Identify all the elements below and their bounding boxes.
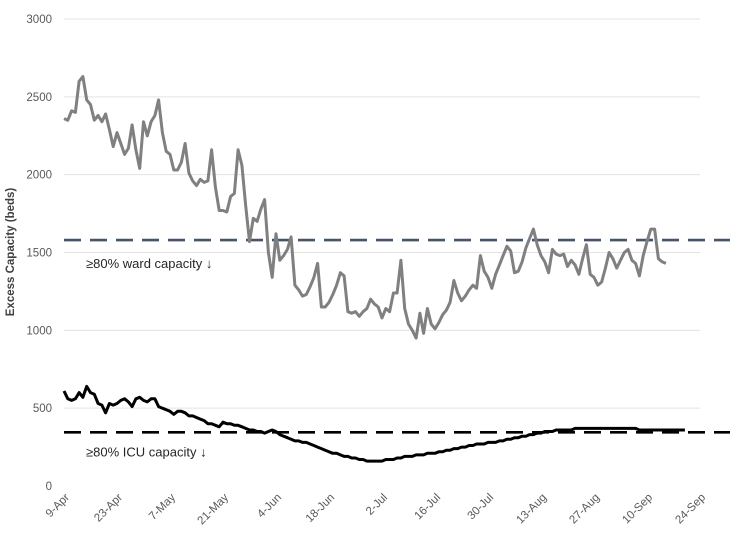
icu-threshold-annotation: ≥80% ICU capacity ↓: [86, 444, 207, 459]
y-tick-label: 3000: [26, 14, 52, 26]
ward-capacity-series: [63, 75, 667, 340]
x-tick-label: 16-Jul: [412, 492, 443, 523]
x-tick-label: 2-Jul: [364, 492, 390, 518]
x-tick-labels: 9-Apr 23-Apr 7-May 21-May 4-Jun 18-Jun 2-Jul 16…: [44, 491, 708, 527]
x-tick-label: 9-Apr: [44, 492, 72, 520]
x-tick-label: 7-May: [147, 491, 178, 522]
x-tick-label: 21-May: [196, 491, 232, 527]
icu-capacity-series: [62, 384, 685, 463]
y-tick-label: 2500: [26, 92, 52, 104]
x-tick-label: 23-Apr: [92, 492, 125, 525]
y-axis-label: Excess Capacity (beds): [5, 188, 17, 317]
y-tick-label: 500: [33, 403, 52, 415]
x-tick-label: 13-Aug: [514, 492, 549, 527]
x-tick-label: 24-Sep: [673, 492, 708, 527]
y-tick-label: 1500: [26, 248, 52, 260]
grid-lines: [64, 18, 700, 409]
x-tick-label: 27-Aug: [567, 492, 602, 527]
x-tick-label: 30-Jul: [465, 492, 496, 523]
y-tick-label: 1000: [26, 325, 52, 337]
y-tick-label: 2000: [26, 170, 52, 182]
y-tick-label: 0: [46, 481, 52, 493]
threshold-lines: [64, 238, 730, 434]
x-tick-label: 4-Jun: [255, 492, 284, 521]
x-tick-label: 18-Jun: [304, 492, 337, 525]
series-lines: [62, 75, 685, 463]
x-tick-label: 10-Sep: [620, 492, 655, 527]
y-tick-labels: 0 500 1000 1500 2000 2500 3000: [26, 14, 52, 493]
ward-threshold-annotation: ≥80% ward capacity ↓: [86, 256, 212, 271]
